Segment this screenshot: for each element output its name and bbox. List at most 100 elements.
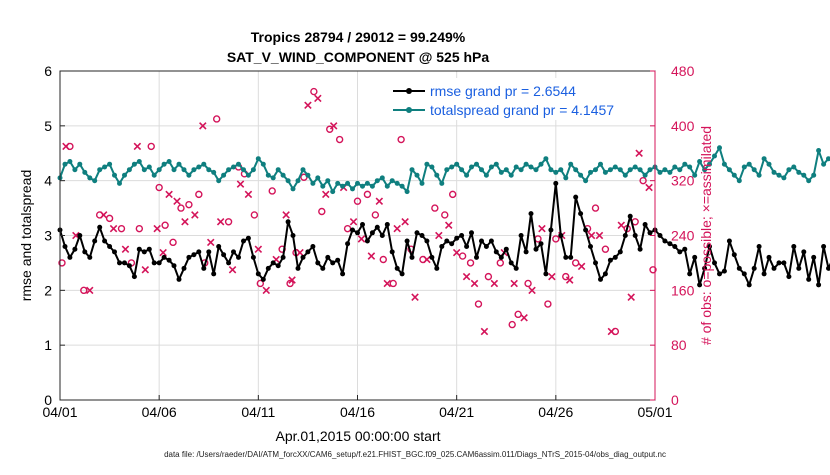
series-point-spread [539,162,544,167]
series-point-rmse [628,214,633,219]
series-point-rmse [256,271,261,276]
series-point-rmse [514,266,519,271]
series-point-rmse [147,247,152,252]
series-point-spread [167,159,172,164]
series-point-rmse [281,255,286,260]
series-point-rmse [578,211,583,216]
series-point-spread [375,178,380,183]
y-left-tick-label: 0 [44,392,52,408]
series-point-rmse [221,252,226,257]
series-point-spread [385,184,390,189]
series-point-spread [553,170,558,175]
series-point-spread [821,162,826,167]
series-point-spread [261,162,266,167]
series-point-spread [464,173,469,178]
series-point-spread [305,173,310,178]
series-point-rmse [489,239,494,244]
series-point-rmse [400,271,405,276]
series-point-spread [162,162,167,167]
series-point-rmse [429,255,434,260]
series-point-spread [687,165,692,170]
series-point-spread [395,181,400,186]
series-point-rmse [305,249,310,254]
series-point-rmse [459,233,464,238]
y-axis-left-label: rmse and totalspread [18,170,34,302]
series-point-rmse [107,244,112,249]
legend-marker-rmse [406,88,412,94]
series-point-spread [677,167,682,172]
series-point-rmse [767,255,772,260]
series-point-spread [310,181,315,186]
series-point-spread [127,167,132,172]
series-point-rmse [479,239,484,244]
series-point-spread [122,173,127,178]
chart-title: Tropics 28794 / 29012 = 99.249% [251,29,466,45]
series-point-spread [603,170,608,175]
series-point-spread [717,145,722,150]
data-file-caption: data file: /Users/raeder/DAI/ATM_forcXX/… [0,450,830,459]
series-point-spread [529,165,534,170]
series-point-spread [271,175,276,180]
series-point-rmse [296,266,301,271]
series-point-rmse [434,266,439,271]
series-point-spread [424,162,429,167]
series-point-rmse [191,252,196,257]
series-point-rmse [390,249,395,254]
series-point-spread [102,165,107,170]
series-point-rmse [816,282,821,287]
series-point-spread [573,167,578,172]
series-point-spread [330,189,335,194]
series-point-rmse [92,239,97,244]
series-point-rmse [786,274,791,279]
series-point-spread [727,167,732,172]
series-point-rmse [266,266,271,271]
series-point-rmse [613,255,618,260]
series-point-rmse [380,233,385,238]
series-point-spread [221,173,226,178]
series-point-spread [286,178,291,183]
series-point-rmse [762,271,767,276]
series-point-spread [757,173,762,178]
series-point-rmse [633,233,638,238]
series-point-rmse [732,252,737,257]
series-point-spread [444,167,449,172]
series-point-rmse [539,241,544,246]
series-point-rmse [157,260,162,265]
series-point-spread [578,173,583,178]
series-point-rmse [781,260,786,265]
series-point-rmse [420,233,425,238]
series-point-rmse [484,244,489,249]
series-point-spread [439,181,444,186]
series-point-rmse [177,277,182,282]
series-point-spread [648,167,653,172]
series-point-rmse [77,233,82,238]
series-point-rmse [385,222,390,227]
series-point-spread [499,170,504,175]
series-point-rmse [162,255,167,260]
series-point-rmse [112,249,117,254]
series-point-rmse [623,233,628,238]
series-point-rmse [286,219,291,224]
series-point-rmse [370,230,375,235]
series-point-rmse [777,260,782,265]
series-point-spread [583,178,588,183]
series-point-spread [182,167,187,172]
series-point-spread [276,167,281,172]
legend-label-spread: totalspread grand pr = 4.1457 [430,102,614,118]
x-tick-label: 05/01 [637,404,672,420]
series-point-rmse [598,277,603,282]
series-point-spread [410,167,415,172]
series-point-spread [320,184,325,189]
series-point-rmse [345,241,350,246]
x-tick-label: 04/11 [241,404,275,420]
y-right-tick-label: 0 [671,392,679,408]
series-point-spread [722,162,727,167]
series-point-rmse [543,271,548,276]
series-point-rmse [211,271,216,276]
series-point-rmse [97,225,102,230]
series-point-spread [201,162,206,167]
series-point-rmse [186,255,191,260]
series-point-spread [474,162,479,167]
series-point-rmse [261,277,266,282]
